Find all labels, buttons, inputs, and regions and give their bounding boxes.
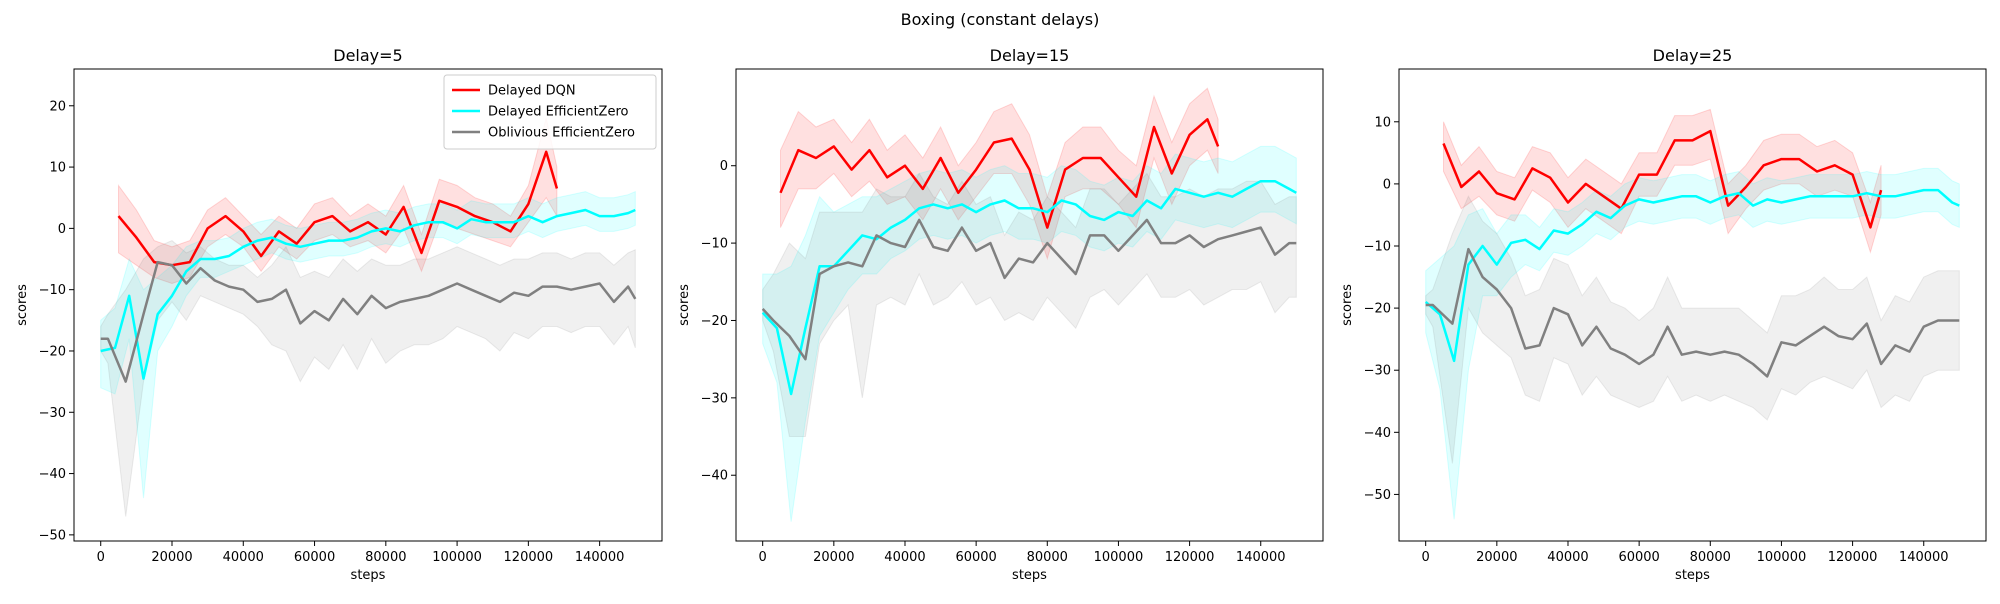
- subplot-title: Delay=15: [990, 46, 1070, 65]
- y-tick-label: −10: [39, 283, 66, 298]
- x-tick-label: 100000: [1094, 550, 1144, 565]
- x-tick-label: 140000: [1236, 550, 1286, 565]
- y-tick-label: −40: [701, 469, 728, 484]
- legend: Delayed DQN Delayed EfficientZero Obliviou…: [443, 74, 657, 150]
- y-tick-label: −50: [39, 528, 66, 543]
- x-axis-label: steps: [351, 568, 386, 583]
- legend-label-1: Delayed EfficientZero: [488, 105, 629, 120]
- x-axis-label: steps: [1675, 568, 1710, 583]
- x-tick-label: 0: [1422, 550, 1430, 565]
- series-line-1: [761, 179, 1297, 396]
- series-line-0: [1442, 129, 1883, 229]
- x-tick-label: 80000: [1690, 550, 1731, 565]
- series-band-1: [100, 190, 636, 499]
- legend-label-0: Delayed DQN: [488, 84, 576, 99]
- series-line-2: [100, 260, 637, 383]
- y-tick-label: −30: [39, 406, 66, 421]
- figure-title: Boxing (constant delays): [901, 10, 1100, 29]
- axes-frame: [735, 68, 1324, 542]
- series-line-1: [100, 208, 636, 380]
- y-axis-label: scores: [15, 284, 30, 326]
- legend-box: [443, 74, 657, 150]
- y-tick-label: −30: [1364, 364, 1391, 379]
- x-tick-label: 100000: [1757, 550, 1807, 565]
- series-line-2: [1425, 247, 1960, 378]
- y-tick-label: 20: [49, 99, 66, 114]
- y-tick-label: −20: [701, 314, 728, 329]
- x-tick-label: 20000: [1476, 550, 1517, 565]
- y-tick-label: 10: [49, 161, 66, 176]
- y-tick-label: −10: [701, 237, 728, 252]
- x-tick-label: 40000: [884, 550, 925, 565]
- y-tick-label: 0: [1383, 177, 1391, 192]
- axes-frame: [1398, 68, 1987, 542]
- x-tick-label: 20000: [813, 550, 854, 565]
- y-tick-label: −40: [1364, 426, 1391, 441]
- y-tick-label: −20: [1364, 302, 1391, 317]
- x-tick-label: 80000: [1027, 550, 1068, 565]
- series-band-0: [1443, 108, 1882, 254]
- x-tick-label: 80000: [365, 550, 406, 565]
- x-tick-label: 140000: [1899, 550, 1949, 565]
- x-tick-label: 100000: [432, 550, 482, 565]
- series-band-1: [1425, 167, 1960, 520]
- legend-label-2: Oblivious EfficientZero: [488, 126, 635, 141]
- x-tick-label: 120000: [1165, 550, 1215, 565]
- x-tick-label: 60000: [294, 550, 335, 565]
- x-tick-label: 40000: [223, 550, 264, 565]
- y-axis-label: scores: [1340, 284, 1355, 326]
- y-axis-label: scores: [677, 284, 692, 326]
- x-tick-label: 0: [759, 550, 767, 565]
- x-tick-label: 60000: [955, 550, 996, 565]
- x-tick-label: 60000: [1618, 550, 1659, 565]
- series-line-1: [1424, 188, 1960, 363]
- subplot-2: Delay=15 0 20000 40000 60000 80000 100000 12000…: [677, 46, 1324, 583]
- x-tick-label: 20000: [151, 550, 192, 565]
- x-tick-label: 140000: [575, 550, 625, 565]
- x-tick-label: 0: [97, 550, 105, 565]
- subplot-1: Delay=5 0 20000 40000 60000 80000 100000 120000…: [15, 46, 663, 583]
- y-tick-label: −10: [1364, 240, 1391, 255]
- series-band-2: [1425, 195, 1960, 464]
- series-band-0: [780, 87, 1219, 261]
- y-tick-label: −40: [39, 467, 66, 482]
- subplot-title: Delay=25: [1653, 46, 1733, 65]
- x-tick-label: 40000: [1547, 550, 1588, 565]
- y-tick-label: −20: [39, 344, 66, 359]
- series-band-2: [100, 240, 636, 517]
- subplot-title: Delay=5: [333, 46, 402, 65]
- y-tick-label: −50: [1364, 488, 1391, 503]
- y-tick-label: −30: [701, 391, 728, 406]
- y-tick-label: 0: [720, 159, 728, 174]
- axes-frame: [73, 68, 663, 542]
- series-line-0: [779, 118, 1220, 229]
- x-axis-label: steps: [1012, 568, 1047, 583]
- y-tick-label: 10: [1374, 115, 1391, 130]
- subplot-3: Delay=25 0 20000 40000 60000 80000 100000 12000…: [1340, 46, 1987, 583]
- x-tick-label: 120000: [1828, 550, 1878, 565]
- x-tick-label: 120000: [504, 550, 554, 565]
- y-tick-label: 0: [58, 222, 66, 237]
- series-band-2: [762, 172, 1297, 437]
- series-line-2: [761, 218, 1297, 361]
